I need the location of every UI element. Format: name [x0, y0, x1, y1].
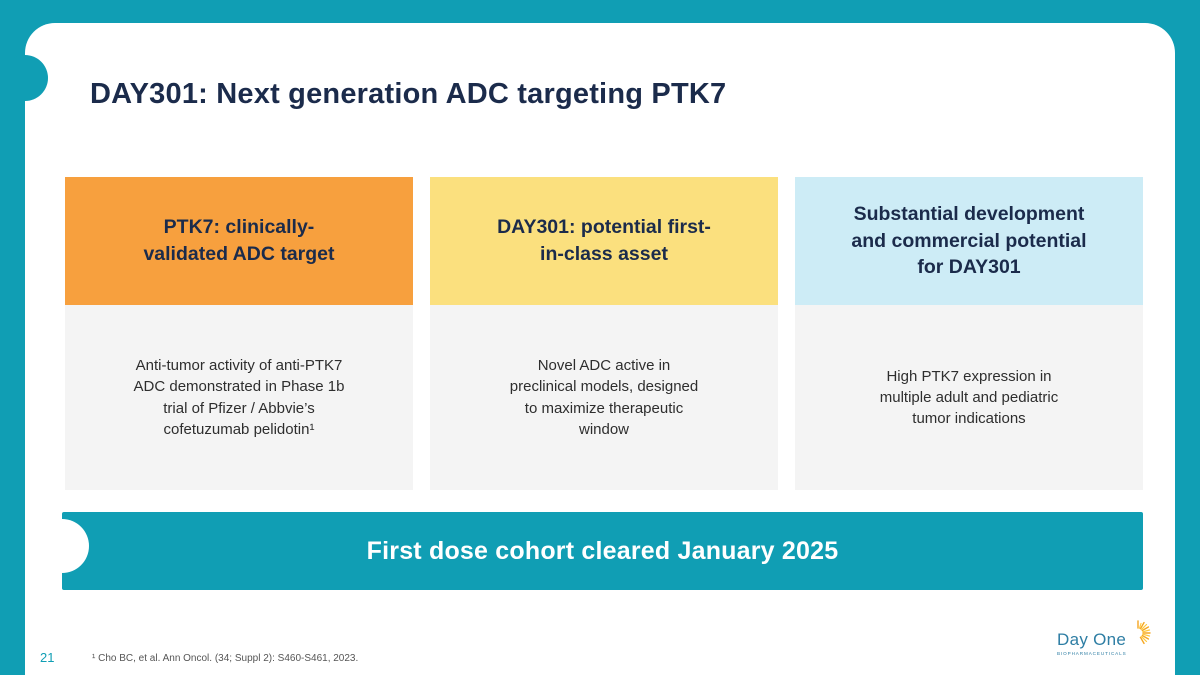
page-number: 21 — [40, 650, 55, 665]
column-body: High PTK7 expression in multiple adult a… — [795, 305, 1143, 490]
column-header: DAY301: potential first- in-class asset — [430, 177, 778, 305]
three-column-layout: PTK7: clinically- validated ADC target A… — [65, 177, 1143, 490]
day-one-logo: Day One — [1057, 620, 1151, 656]
logo-subtext: BIOPHARMACEUTICALS — [1057, 651, 1127, 656]
column-header: Substantial development and commercial p… — [795, 177, 1143, 305]
logo-wordmark: Day One — [1057, 630, 1127, 649]
footnote-citation: ¹ Cho BC, et al. Ann Oncol. (34; Suppl 2… — [92, 653, 359, 664]
page-title: DAY301: Next generation ADC targeting PT… — [90, 78, 727, 110]
decorative-notch-banner — [35, 519, 89, 573]
column-commercial-potential: Substantial development and commercial p… — [795, 177, 1143, 490]
column-day301-asset: DAY301: potential first- in-class asset … — [430, 177, 778, 490]
sun-icon — [1123, 618, 1153, 653]
column-ptk7-target: PTK7: clinically- validated ADC target A… — [65, 177, 413, 490]
decorative-notch-top — [2, 55, 48, 101]
column-body: Anti-tumor activity of anti-PTK7 ADC dem… — [65, 305, 413, 490]
highlight-banner: First dose cohort cleared January 2025 — [62, 512, 1143, 590]
banner-text: First dose cohort cleared January 2025 — [366, 536, 839, 565]
column-header: PTK7: clinically- validated ADC target — [65, 177, 413, 305]
logo-row: Day One — [1057, 620, 1151, 650]
column-body: Novel ADC active in preclinical models, … — [430, 305, 778, 490]
